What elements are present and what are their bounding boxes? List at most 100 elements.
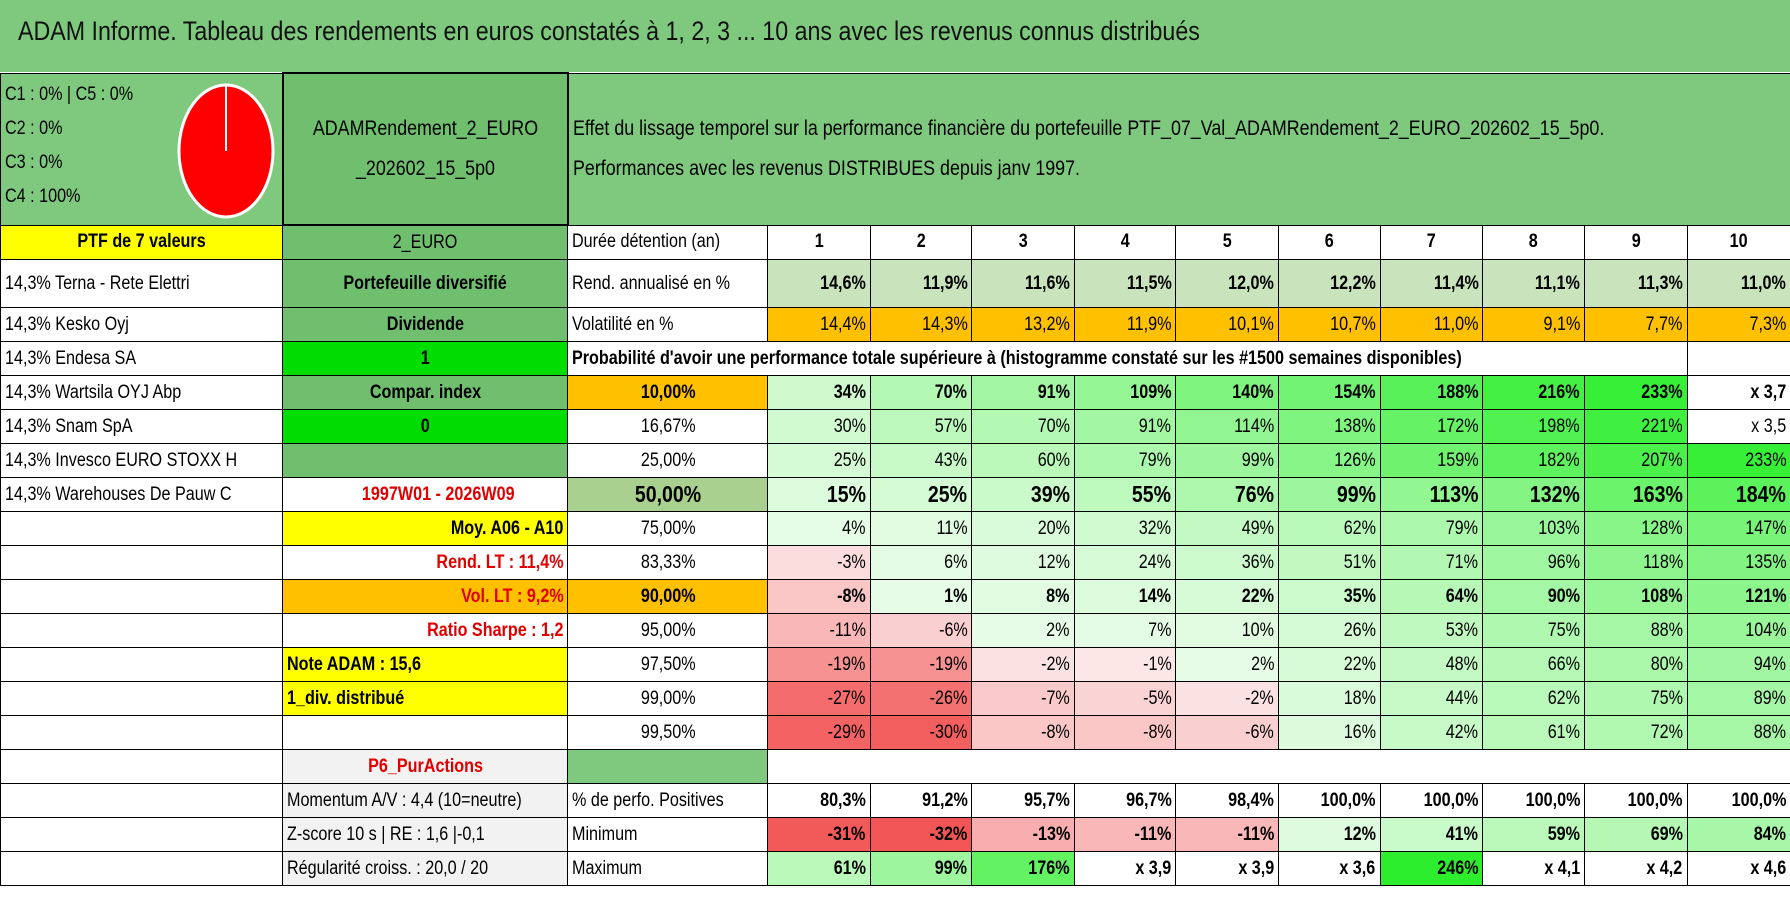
quantile-value-text: 2%	[1046, 619, 1070, 641]
quantile-value: 6%	[869, 545, 973, 580]
quantile-value: 99%	[1175, 443, 1280, 478]
quantile-value: 114%	[1175, 409, 1280, 444]
positive-value: 100,0%	[1686, 783, 1790, 818]
empty-cell	[0, 851, 284, 886]
quantile-value-text: -8%	[1041, 721, 1070, 743]
vol-label: Volatilité en %	[567, 307, 769, 342]
quantile-label: 99,50%	[567, 715, 769, 750]
vol-value-text: 7,3%	[1749, 313, 1787, 335]
legend-c2: C2 : 0%	[5, 117, 63, 139]
quantile-label-text: 83,33%	[640, 551, 696, 573]
quantile-label-text: 10,00%	[640, 381, 696, 403]
allocation-legend-cell: C1 : 0% | C5 : 0% C2 : 0% C3 : 0% C4 : 1…	[0, 72, 284, 226]
quantile-value-text: 25%	[833, 449, 866, 471]
minimum-value: -13%	[971, 817, 1075, 852]
quantile-label: 90,00%	[567, 579, 769, 614]
returns-table: C1 : 0% | C5 : 0% C2 : 0% C3 : 0% C4 : 1…	[0, 72, 1790, 886]
vol-value-text: 7,7%	[1645, 313, 1683, 335]
empty-cell	[0, 715, 284, 750]
quantile-label: 25,00%	[567, 443, 769, 478]
maximum-value: 61%	[767, 851, 871, 886]
p6-cell-text: P6_PurActions	[367, 755, 483, 777]
quantile-value-text: -11%	[829, 619, 866, 641]
year-header-text: 9	[1631, 231, 1641, 253]
quantile-value: -8%	[1073, 715, 1177, 750]
compar-index-cell: Compar. index	[282, 375, 569, 410]
maximum-value-text: 246%	[1437, 857, 1479, 879]
dividend-flag-cell-text: 1	[420, 347, 430, 369]
positive-value-text: 100,0%	[1731, 789, 1787, 811]
momentum-cell: Momentum A/V : 4,4 (10=neutre)	[282, 783, 569, 818]
quantile-value-text: 188%	[1437, 381, 1479, 403]
positive-value: 95,7%	[971, 783, 1075, 818]
quantile-value: 207%	[1584, 443, 1688, 478]
quantile-value-text: -5%	[1142, 687, 1172, 709]
vol-value-text: 11,9%	[1126, 313, 1172, 335]
holding-row-text: 14,3% Snam SpA	[5, 415, 133, 437]
dividend-flag-cell: 1	[282, 341, 569, 376]
quantile-value-text: 51%	[1343, 551, 1376, 573]
quantile-value-text: -19%	[929, 653, 968, 675]
quantile-value: 154%	[1278, 375, 1381, 410]
positive-value: 100,0%	[1379, 783, 1484, 818]
table-row: 14,3% Terna - Rete Elettri Portefeuille d…	[0, 259, 1790, 308]
period-cell-text: 1997W01 - 2026W09	[362, 483, 516, 505]
empty-side-cell	[282, 443, 569, 478]
quantile-value: 2%	[971, 613, 1075, 648]
quantile-value: 79%	[1073, 443, 1177, 478]
quantile-value: -19%	[869, 647, 973, 682]
quantile-value-text: 11%	[936, 517, 968, 539]
compar-flag-cell: 0	[282, 409, 569, 444]
quantile-value: 66%	[1482, 647, 1586, 682]
diversified-cell: Portefeuille diversifié	[282, 259, 569, 308]
quantile-value: 1%	[869, 579, 973, 614]
quantile-value: 118%	[1584, 545, 1688, 580]
quantile-value-text: 198%	[1538, 415, 1581, 437]
minimum-value: 41%	[1379, 817, 1484, 852]
quantile-value-text: 49%	[1241, 517, 1275, 539]
rend-value: 11,6%	[971, 259, 1075, 308]
positive-value: 98,4%	[1175, 783, 1280, 818]
quantile-value-text: -6%	[1245, 721, 1275, 743]
quantile-value: 51%	[1278, 545, 1381, 580]
quantile-value-text: 36%	[1241, 551, 1275, 573]
quantile-value-text: 113%	[1429, 481, 1479, 507]
quantile-value: -7%	[971, 681, 1075, 716]
quantile-value-text: 79%	[1446, 517, 1479, 539]
vol-lt-cell: Vol. LT : 9,2%	[282, 579, 569, 614]
quantile-value-text: -29%	[828, 721, 866, 743]
quantile-value: 11%	[869, 511, 973, 546]
rend-value-text: 11,1%	[1535, 272, 1581, 294]
quantile-value-text: 24%	[1139, 551, 1172, 573]
quantile-value: -19%	[767, 647, 871, 682]
quantile-value-text: 216%	[1538, 381, 1581, 403]
rend-value-text: 11,4%	[1433, 272, 1479, 294]
quantile-value: 88%	[1686, 715, 1790, 750]
vol-value-text: 14,3%	[921, 313, 968, 335]
quantile-value-text: -19%	[828, 653, 866, 675]
quantile-value: 172%	[1379, 409, 1484, 444]
legend-c1-c5: C1 : 0% | C5 : 0%	[5, 83, 134, 105]
quantile-value-text: 18%	[1343, 687, 1376, 709]
rend-value: 11,3%	[1584, 259, 1688, 308]
quantile-value: 80%	[1584, 647, 1688, 682]
rend-value: 11,5%	[1073, 259, 1177, 308]
quantile-value-text: 2%	[1250, 653, 1275, 675]
quantile-value-text: 7%	[1148, 619, 1172, 641]
holding-row-text: 14,3% Endesa SA	[5, 347, 137, 369]
quantile-value-text: -1%	[1142, 653, 1172, 675]
quantile-value: 96%	[1482, 545, 1586, 580]
quantile-value-text: 75%	[1547, 619, 1581, 641]
table-row: 1_div. distribué 99,00% -27% -26% -7% -5% -2% 1…	[0, 681, 1790, 716]
quantile-label-text: 99,00%	[640, 687, 696, 709]
quantile-value-text: 88%	[1650, 619, 1683, 641]
quantile-value-text: 91%	[1037, 381, 1070, 403]
quantile-value: 39%	[971, 477, 1075, 512]
quantile-value: 44%	[1379, 681, 1484, 716]
quantile-value-text: 42%	[1446, 721, 1479, 743]
ptf-header: PTF de 7 valeurs	[0, 224, 284, 260]
quantile-value: x 3,5	[1686, 409, 1790, 444]
quantile-value: 188%	[1379, 375, 1484, 410]
year-header: 2	[869, 224, 973, 260]
quantile-value-text: 89%	[1753, 687, 1787, 709]
